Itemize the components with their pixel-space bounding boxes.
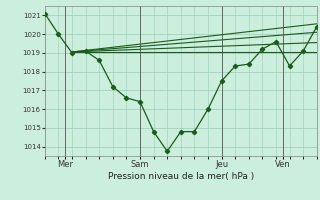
- X-axis label: Pression niveau de la mer( hPa ): Pression niveau de la mer( hPa ): [108, 172, 254, 181]
